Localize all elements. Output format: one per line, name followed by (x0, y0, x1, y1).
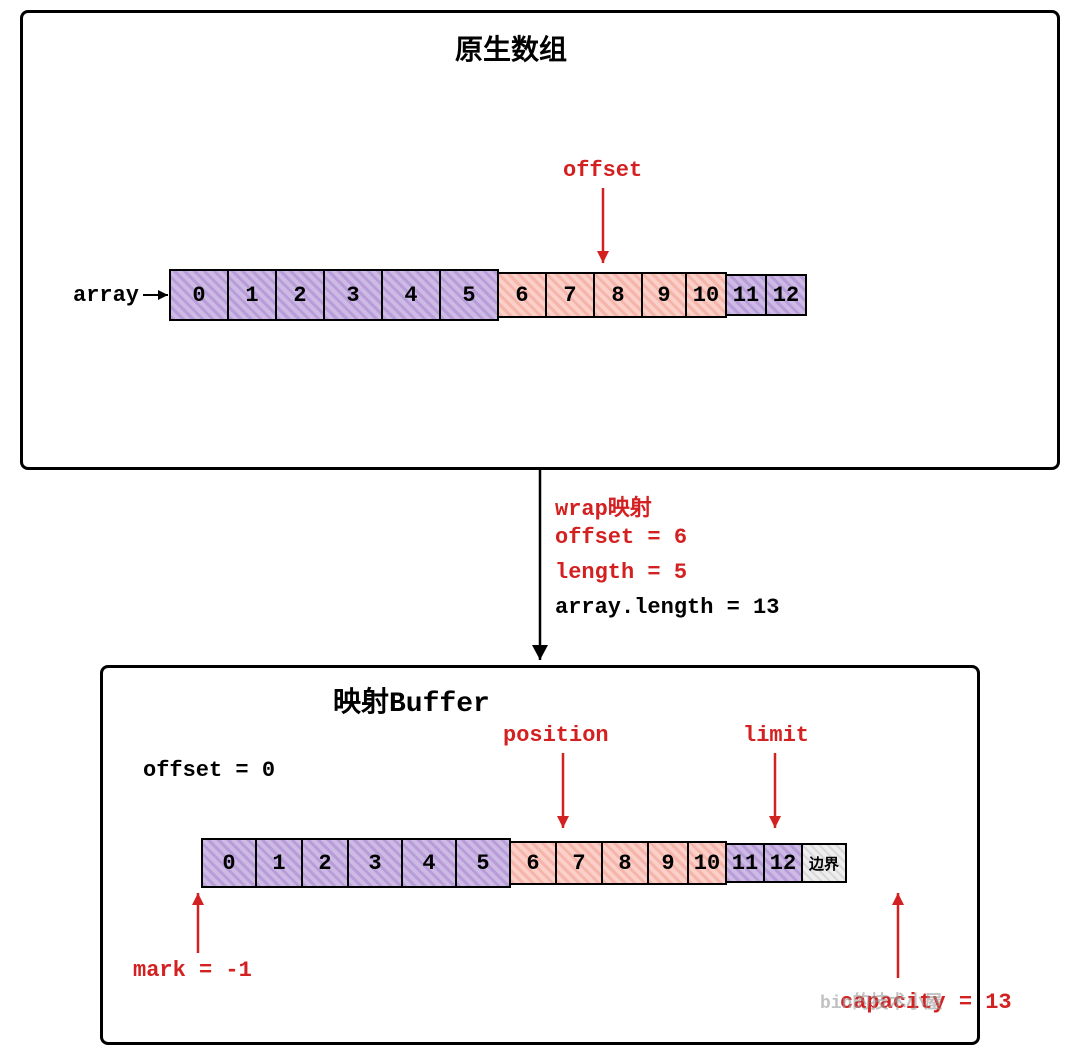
cell-10: 10 (687, 841, 727, 885)
cell-1: 1 (255, 838, 303, 888)
cell-6: 6 (509, 841, 557, 885)
bottom-title: 映射Buffer (333, 680, 490, 720)
cell-9: 9 (641, 272, 687, 318)
cell-12: 12 (765, 274, 807, 316)
top-panel: 原生数组 array offset 0123456789101112 (20, 10, 1060, 470)
conn-line-0: wrap映射 (555, 490, 652, 522)
cell-7: 7 (555, 841, 603, 885)
bottom-buffer-cells: 0123456789101112边界 (203, 838, 847, 888)
cell-10: 10 (685, 272, 727, 318)
cell-11: 11 (725, 274, 767, 316)
cell-6: 6 (497, 272, 547, 318)
cell-5: 5 (455, 838, 511, 888)
cell-9: 9 (647, 841, 689, 885)
cell-2: 2 (275, 269, 325, 321)
cell-12: 12 (763, 843, 803, 883)
position-label: position (503, 723, 609, 748)
cell-3: 3 (347, 838, 403, 888)
limit-label: limit (743, 723, 809, 748)
mark-label: mark = -1 (133, 958, 252, 983)
conn-line-3: array.length = 13 (555, 595, 779, 620)
cell-0: 0 (169, 269, 229, 321)
cell-7: 7 (545, 272, 595, 318)
cell-5: 5 (439, 269, 499, 321)
conn-line-2: length = 5 (555, 560, 687, 585)
offset-zero-label: offset = 0 (143, 758, 275, 783)
conn-line-1: offset = 6 (555, 525, 687, 550)
cell-13: 边界 (801, 843, 847, 883)
top-array-cells: 0123456789101112 (171, 269, 807, 321)
cell-1: 1 (227, 269, 277, 321)
top-title: 原生数组 (455, 28, 567, 68)
cell-3: 3 (323, 269, 383, 321)
cell-8: 8 (593, 272, 643, 318)
cell-11: 11 (725, 843, 765, 883)
cell-0: 0 (201, 838, 257, 888)
cell-2: 2 (301, 838, 349, 888)
cell-4: 4 (381, 269, 441, 321)
cell-4: 4 (401, 838, 457, 888)
offset-label-top: offset (563, 158, 642, 183)
array-label: array (73, 283, 139, 308)
cell-8: 8 (601, 841, 649, 885)
watermark: bin的技术小屋 (820, 988, 942, 1014)
